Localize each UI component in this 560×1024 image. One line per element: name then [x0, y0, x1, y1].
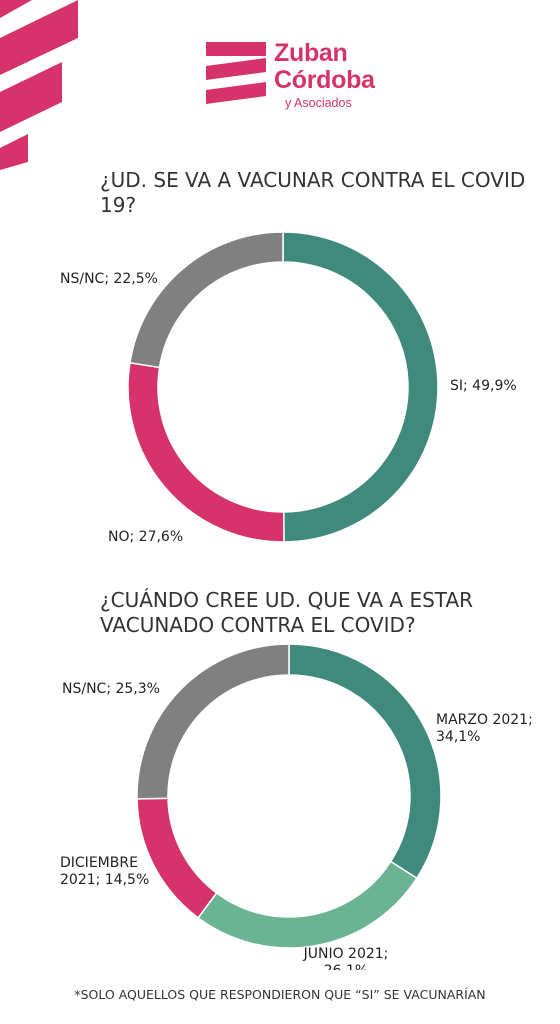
donut-chart-vacunar: SI; 49,9% NO; 27,6% NS/NC; 22,5% [60, 231, 517, 545]
chart1-title: ¿UD. SE VA A VACUNAR CONTRA EL COVID 19? [100, 168, 526, 217]
footnote: *SOLO AQUELLOS QUE RESPONDIERON QUE “SI”… [74, 987, 486, 1002]
brand-subtitle: y Asociados [285, 96, 352, 110]
brand-name-line1: Zuban [274, 39, 348, 67]
slice-ns-nc [129, 231, 284, 369]
data-label-junio-2021: JUNIO 2021;26,1% [303, 946, 389, 970]
slice-junio-2021 [197, 860, 418, 949]
slice-si [282, 231, 439, 543]
slice-diciembre-2021 [136, 797, 218, 919]
data-label-ns-nc: NS/NC; 22,5% [60, 271, 158, 287]
data-label-ns-nc: NS/NC; 25,3% [62, 681, 160, 697]
data-label-si: SI; 49,9% [450, 378, 517, 394]
donut-chart-cuando: MARZO 2021;34,1% JUNIO 2021;26,1% DICIEMBR… [60, 643, 533, 970]
data-label-marzo-2021: MARZO 2021; 34,1% [436, 712, 533, 745]
chart2-title: ¿CUÁNDO CREE UD. QUE VA A ESTAR VACUNADO… [100, 588, 474, 637]
data-label-diciembre-2021: DICIEMBRE 2021; 14,5% [60, 855, 149, 888]
corner-decoration [0, 0, 78, 170]
slice-ns-nc [136, 643, 290, 800]
data-label-no: NO; 27,6% [108, 529, 183, 545]
slice-marzo-2021 [288, 643, 442, 880]
brand-name-line2: Córdoba [274, 66, 375, 94]
logo-mark-icon [206, 42, 266, 104]
slice-no [127, 361, 285, 543]
brand-name: Zuban Córdoba [274, 40, 375, 94]
